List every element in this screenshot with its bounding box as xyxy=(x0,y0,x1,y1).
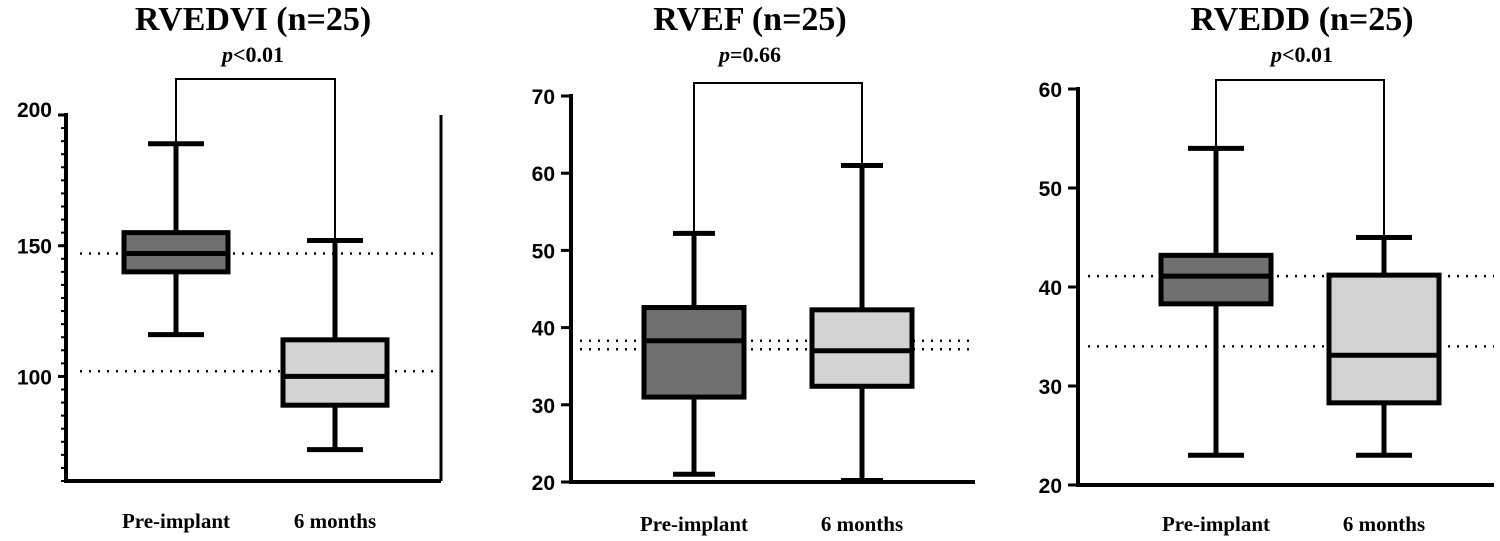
y-tick-label: 40 xyxy=(532,318,555,341)
x-category-label: Pre-implant xyxy=(1162,512,1270,536)
y-tick-label: 30 xyxy=(1039,376,1062,399)
chart-title: RVEDVI (n=25) xyxy=(135,1,371,38)
p-value: <0.01 xyxy=(233,42,284,67)
y-tick-label: 70 xyxy=(532,86,555,109)
box-iqr xyxy=(1326,272,1442,406)
p-symbol: p xyxy=(220,42,233,67)
p-value-label: p=0.66 xyxy=(717,42,781,67)
y-tick-label: 50 xyxy=(1039,178,1062,201)
box-pre-implant xyxy=(1158,145,1274,458)
box-pre-implant xyxy=(121,141,231,338)
p-symbol: p xyxy=(717,42,730,67)
x-category-label: 6 months xyxy=(1343,512,1425,536)
y-tick-label: 40 xyxy=(1039,277,1062,300)
y-tick-label: 20 xyxy=(1039,475,1062,498)
box-6-months xyxy=(1326,235,1442,458)
panel-1: RVEDVI (n=25) p<0.01 100 150 200 Pre-implant 6… xyxy=(17,1,443,533)
y-tick-label: 50 xyxy=(532,240,555,263)
box-pre-implant xyxy=(641,230,747,477)
box-iqr xyxy=(280,337,390,408)
chart-title: RVEDD (n=25) xyxy=(1190,1,1413,38)
y-tick-label: 30 xyxy=(532,395,555,418)
p-value-label: p<0.01 xyxy=(1269,42,1333,67)
y-tick-label: 60 xyxy=(532,163,555,186)
significance-bracket xyxy=(1215,79,1385,238)
box-iqr xyxy=(1158,252,1274,307)
p-value: <0.01 xyxy=(1282,42,1333,67)
x-category-label: Pre-implant xyxy=(122,509,230,533)
box-iqr xyxy=(641,305,747,400)
panel-2: RVEF (n=25) p=0.66 20 30 40 50 60 70 Pre-implant… xyxy=(532,1,975,536)
box-6-months xyxy=(280,237,390,453)
p-value: =0.66 xyxy=(730,42,781,67)
x-category-label: 6 months xyxy=(821,512,903,536)
y-tick-label: 200 xyxy=(17,99,52,122)
y-tick-label: 150 xyxy=(17,236,52,259)
y-tick-label: 20 xyxy=(532,472,555,495)
y-tick-label: 60 xyxy=(1039,79,1062,102)
x-category-label: 6 months xyxy=(294,509,376,533)
x-category-label: Pre-implant xyxy=(640,512,748,536)
p-value-label: p<0.01 xyxy=(220,42,284,67)
significance-bracket xyxy=(175,78,336,241)
box-6-months xyxy=(809,162,915,483)
chart-title: RVEF (n=25) xyxy=(653,1,847,38)
panel-3: RVEDD (n=25) p<0.01 20 30 40 50 60 Pre-implant 6… xyxy=(1039,1,1494,536)
y-tick-label: 100 xyxy=(17,366,52,389)
box-iqr xyxy=(809,307,915,389)
p-symbol: p xyxy=(1269,42,1282,67)
significance-bracket xyxy=(693,82,863,234)
